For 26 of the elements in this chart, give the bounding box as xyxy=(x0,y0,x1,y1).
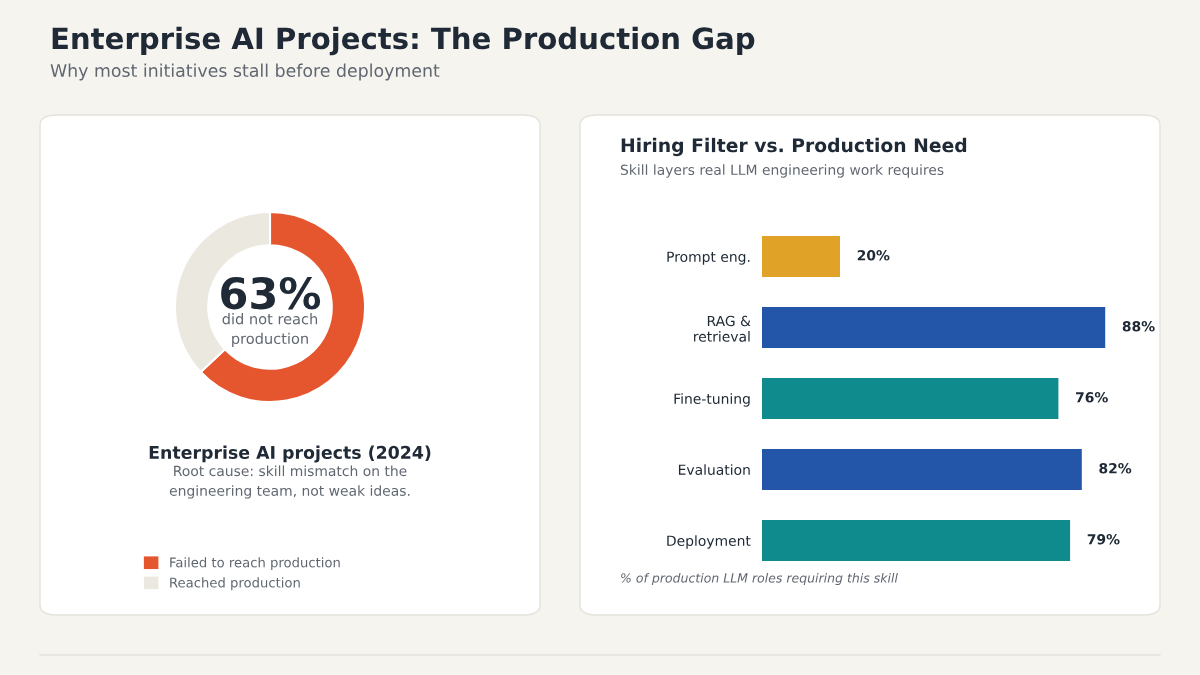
y-tick-label: Prompt eng. xyxy=(667,251,750,265)
data-label: 76% xyxy=(1076,392,1108,403)
bar xyxy=(762,519,1071,562)
legend-label: Failed to reach production xyxy=(170,557,340,570)
text: 63% xyxy=(221,276,321,310)
text: Enterprise AI projects (2024) xyxy=(149,445,431,463)
bar xyxy=(762,448,1082,491)
chart-subtitle: Skill layers real LLM engineering work requires xyxy=(620,164,944,178)
annotation: % of production LLM roles requiring this skill xyxy=(621,572,898,586)
y-tick-label: RAG & retrieval xyxy=(694,315,751,342)
text: Why most initiatives stall before deployment xyxy=(50,63,440,81)
y-tick-label: Fine-tuning xyxy=(674,393,750,407)
y-tick-label: Deployment xyxy=(667,535,751,549)
bar xyxy=(762,235,840,278)
chart-title: Hiring Filter vs. Production Need xyxy=(621,137,967,157)
text: did not reach production xyxy=(222,313,318,347)
legend-label: Reached production xyxy=(170,577,300,591)
data-label: 79% xyxy=(1087,534,1120,545)
bar xyxy=(762,377,1059,420)
text: Root cause: skill mismatch on the engineering team, not weak ideas. xyxy=(169,465,410,499)
data-label: 88% xyxy=(1122,321,1155,332)
y-tick-label: Evaluation xyxy=(678,464,750,475)
data-label: 82% xyxy=(1099,463,1132,474)
bar xyxy=(762,306,1106,349)
data-label: 20% xyxy=(857,250,890,261)
text: Enterprise AI Projects: The Production Gap xyxy=(52,26,755,56)
